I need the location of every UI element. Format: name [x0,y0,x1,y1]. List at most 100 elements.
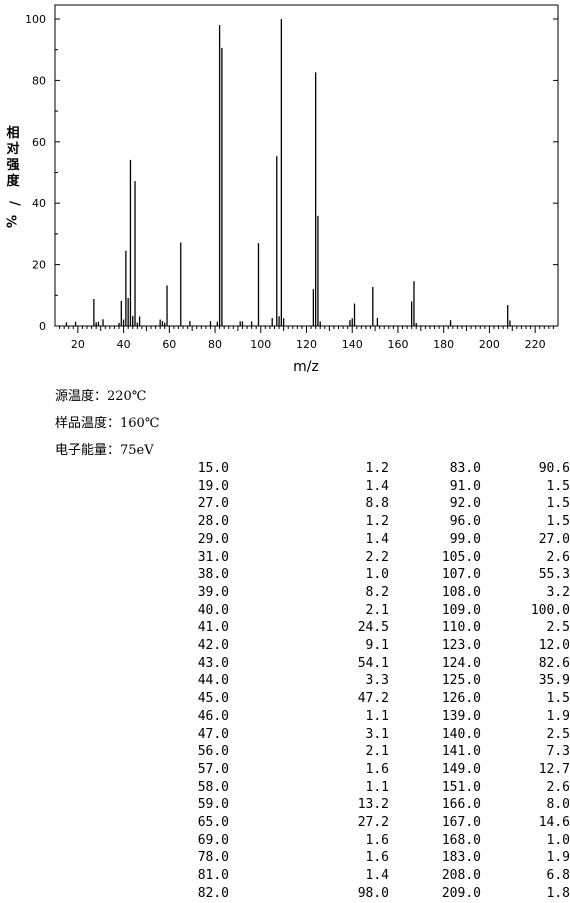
intensity-cell: 2.5 [546,726,570,742]
intensity-cell: 1.2 [365,514,389,530]
row-spacer [0,531,133,549]
mz-cell: 123.0 [441,638,481,654]
row-spacer [0,708,133,726]
mz-cell: 108.0 [441,584,481,600]
row-spacer [0,549,133,567]
intensity-cell: 2.1 [365,744,389,760]
row-spacer [0,495,133,513]
table-row: 28.0 1.2 96.0 1.5 [0,513,570,531]
intensity-cell: 9.1 [365,638,389,654]
y-tick-label: 0 [39,320,46,333]
mz-cell: 19.0 [197,478,229,494]
row-spacer [0,672,133,690]
row-spacer [0,690,133,708]
table-row: 58.0 1.1 151.0 2.6 [0,779,570,797]
intensity-cell: 1.6 [365,832,389,848]
intensity-cell: 54.1 [357,655,389,671]
x-axis: 20 40 60 80 100 120 140 160 180 200 220 [59,326,554,351]
x-tick-label: 180 [433,338,454,351]
table-row: 43.0 54.1 124.0 82.6 [0,655,570,673]
intensity-cell: 2.1 [365,602,389,618]
intensity-cell: 1.5 [546,691,570,707]
row-spacer [0,584,133,602]
table-row: 46.0 1.1 139.0 1.9 [0,708,570,726]
mz-cell: 44.0 [197,673,229,689]
x-tick-label: 80 [208,338,222,351]
mz-cell: 59.0 [197,797,229,813]
table-row: 56.0 2.1 141.0 7.3 [0,743,570,761]
peak-table: 15.0 1.2 83.0 90.6 19.0 1.4 91.0 1.5 27.0 8.8 92.0… [0,460,570,903]
electron-energy-text: 电子能量：75eV [55,443,154,458]
intensity-cell: 1.6 [365,850,389,866]
mz-cell: 82.0 [197,885,229,901]
mz-cell: 107.0 [441,567,481,583]
mz-cell: 110.0 [441,620,481,636]
table-row: 45.0 47.2 126.0 1.5 [0,690,570,708]
table-row: 40.0 2.1 109.0 100.0 [0,602,570,620]
y-tick-label: 80 [32,74,46,87]
row-spacer [0,814,133,832]
electron-energy: 电子能量：75eV [55,439,154,458]
mz-cell: 92.0 [449,496,481,512]
intensity-cell: 8.2 [365,584,389,600]
mz-cell: 57.0 [197,761,229,777]
mz-cell: 126.0 [441,691,481,707]
mz-cell: 42.0 [197,638,229,654]
intensity-cell: 1.6 [365,761,389,777]
intensity-cell: 12.7 [538,761,570,777]
y-axis-label: 相对强度/% [2,125,21,228]
row-spacer [0,619,133,637]
intensity-cell: 90.6 [538,461,570,476]
mz-cell: 149.0 [441,761,481,777]
mz-cell: 209.0 [441,885,481,901]
table-row: 44.0 3.3 125.0 35.9 [0,672,570,690]
y-axis: 0 20 40 60 80 100 [25,13,558,333]
row-spacer [0,743,133,761]
x-tick-label: 140 [342,338,363,351]
x-tick-label: 120 [296,338,317,351]
intensity-cell: 1.0 [365,567,389,583]
table-row: 19.0 1.4 91.0 1.5 [0,478,570,496]
intensity-cell: 27.2 [357,815,389,831]
mz-cell: 166.0 [441,797,481,813]
intensity-cell: 6.8 [546,868,570,884]
mz-cell: 208.0 [441,868,481,884]
table-row: 81.0 1.4 208.0 6.8 [0,867,570,885]
mz-cell: 168.0 [441,832,481,848]
table-row: 69.0 1.6 168.0 1.0 [0,832,570,850]
intensity-cell: 1.4 [365,531,389,547]
intensity-cell: 47.2 [357,691,389,707]
x-tick-label: 100 [250,338,271,351]
intensity-cell: 82.6 [538,655,570,671]
intensity-cell: 1.1 [365,708,389,724]
y-tick-label: 40 [32,197,46,210]
mz-cell: 27.0 [197,496,229,512]
sample-temperature: 样品温度：160℃ [55,412,159,431]
intensity-cell: 14.6 [538,815,570,831]
y-tick-label: 60 [32,136,46,149]
mz-cell: 31.0 [197,549,229,565]
x-tick-label: 200 [479,338,500,351]
mz-cell: 183.0 [441,850,481,866]
table-row: 57.0 1.6 149.0 12.7 [0,761,570,779]
intensity-cell: 1.5 [546,496,570,512]
intensity-cell: 100.0 [530,602,570,618]
intensity-cell: 8.8 [365,496,389,512]
mz-cell: 46.0 [197,708,229,724]
row-spacer [0,761,133,779]
mz-cell: 41.0 [197,620,229,636]
mz-cell: 58.0 [197,779,229,795]
table-row: 59.0 13.2 166.0 8.0 [0,796,570,814]
y-tick-label: 100 [25,13,46,26]
mz-cell: 124.0 [441,655,481,671]
table-row: 27.0 8.8 92.0 1.5 [0,495,570,513]
x-tick-label: 20 [71,338,85,351]
intensity-cell: 1.9 [546,850,570,866]
source-temperature: 源温度：220℃ [55,385,146,404]
table-row: 38.0 1.0 107.0 55.3 [0,566,570,584]
mz-cell: 38.0 [197,567,229,583]
table-row: 78.0 1.6 183.0 1.9 [0,849,570,867]
row-spacer [0,726,133,744]
mz-cell: 167.0 [441,815,481,831]
mz-cell: 125.0 [441,673,481,689]
